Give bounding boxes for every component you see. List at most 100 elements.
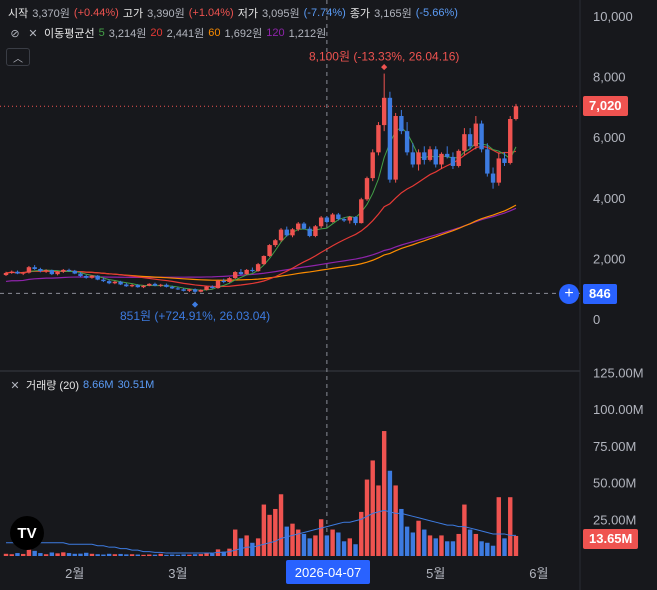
price-tick-label: 6,000 bbox=[593, 130, 626, 145]
candle-body bbox=[175, 288, 181, 290]
volume-value-2: 30.51M bbox=[117, 379, 155, 391]
high-annotation: 8,100원 (-13.33%, 26.04.16) bbox=[309, 50, 459, 64]
candle-body bbox=[416, 152, 421, 165]
volume-bar bbox=[267, 514, 272, 556]
candle-body bbox=[118, 281, 123, 285]
volume-bar bbox=[387, 470, 393, 556]
low-marker: ⬥ bbox=[192, 299, 199, 309]
price-tick-label: 8,000 bbox=[593, 70, 626, 85]
high-label: 고가 bbox=[122, 8, 144, 20]
volume-bar bbox=[485, 542, 490, 556]
volume-tick-label: 50.00M bbox=[593, 476, 636, 491]
candle-body bbox=[3, 272, 9, 276]
candle-body bbox=[341, 219, 347, 221]
candle-body bbox=[78, 273, 83, 276]
candle-body bbox=[410, 152, 416, 165]
volume-bar bbox=[9, 554, 14, 556]
volume-bar bbox=[473, 533, 479, 556]
volume-bar bbox=[164, 554, 169, 556]
plus-icon: + bbox=[564, 285, 574, 302]
candle-body bbox=[290, 229, 295, 236]
candle-body bbox=[473, 123, 479, 147]
volume-bar bbox=[152, 554, 158, 556]
close-icon[interactable]: ✕ bbox=[28, 27, 38, 40]
candle-body bbox=[204, 286, 209, 290]
candle-body bbox=[158, 284, 163, 286]
volume-bar bbox=[353, 544, 358, 556]
ma120-period: 120 bbox=[266, 27, 285, 39]
candle-body bbox=[370, 152, 375, 179]
volume-bar bbox=[422, 529, 427, 556]
volume-bar bbox=[381, 431, 387, 556]
volume-bar bbox=[416, 520, 421, 556]
low-change: (-7.74%) bbox=[303, 7, 346, 19]
volume-bar bbox=[284, 526, 289, 556]
candle-body bbox=[95, 275, 100, 280]
volume-bar bbox=[508, 497, 513, 556]
ma60-value: 1,692원 bbox=[224, 28, 263, 40]
volume-bar bbox=[187, 554, 192, 556]
candle-body bbox=[135, 285, 140, 288]
open-change: (+0.44%) bbox=[73, 7, 119, 19]
candle-body bbox=[164, 284, 169, 287]
candle-body bbox=[49, 270, 55, 275]
volume-bar bbox=[393, 485, 398, 556]
volume-bar bbox=[233, 529, 238, 556]
volume-bar bbox=[347, 538, 352, 556]
volume-bar bbox=[95, 554, 100, 556]
close-icon[interactable]: ✕ bbox=[10, 379, 20, 392]
candle-body bbox=[43, 270, 49, 272]
volume-value-1: 8.66M bbox=[82, 379, 114, 391]
candle-body bbox=[485, 149, 490, 174]
candle-body bbox=[336, 214, 341, 220]
candle-body bbox=[106, 281, 112, 284]
candle-body bbox=[353, 216, 358, 224]
volume-bar bbox=[106, 553, 112, 556]
volume-bar bbox=[273, 508, 278, 556]
candle-body bbox=[15, 271, 20, 274]
volume-tick-label: 25.00M bbox=[593, 512, 636, 527]
volume-bar bbox=[399, 508, 404, 556]
volume-bar bbox=[336, 532, 341, 556]
candle-body bbox=[456, 150, 461, 166]
candle-body bbox=[192, 289, 198, 292]
volume-bar bbox=[427, 535, 433, 556]
candle-body bbox=[387, 97, 393, 180]
ohlc-legend: 시작 3,370원 (+0.44%) 고가 3,390원 (+1.04%) 저가… bbox=[8, 5, 458, 21]
x-tick-label: 5월 bbox=[426, 566, 445, 581]
candle-body bbox=[210, 286, 215, 289]
candle-body bbox=[422, 152, 427, 160]
volume-bar bbox=[49, 552, 55, 556]
ma5-period: 5 bbox=[98, 27, 105, 39]
eye-off-icon[interactable]: ⊘ bbox=[10, 27, 20, 40]
volume-bar bbox=[181, 554, 186, 556]
volume-bar bbox=[38, 553, 43, 556]
volume-bar bbox=[84, 552, 89, 556]
tradingview-logo[interactable]: TV bbox=[10, 516, 44, 550]
last-price-tag: 7,020 bbox=[583, 96, 628, 116]
candle-body bbox=[278, 229, 284, 241]
candle-body bbox=[227, 278, 232, 283]
volume-bar bbox=[456, 533, 461, 556]
collapse-legend-button[interactable]: ︿ bbox=[6, 48, 30, 66]
ma5-line bbox=[28, 126, 517, 291]
ma60-period: 60 bbox=[208, 27, 221, 39]
volume-ma-line bbox=[6, 509, 516, 554]
candle-body bbox=[301, 223, 307, 229]
volume-tick-label: 125.00M bbox=[593, 365, 644, 380]
volume-bar bbox=[32, 550, 37, 556]
volume-bar bbox=[502, 538, 507, 556]
candle-body bbox=[376, 125, 381, 153]
candle-body bbox=[187, 289, 192, 291]
volume-bar bbox=[61, 552, 66, 556]
volume-bar bbox=[445, 541, 450, 556]
candle-body bbox=[296, 223, 301, 230]
volume-bar bbox=[359, 511, 364, 556]
volume-bar bbox=[3, 553, 9, 556]
price-tick-label: 2,000 bbox=[593, 251, 626, 266]
volume-bar bbox=[238, 538, 244, 556]
add-alert-button[interactable]: + bbox=[559, 284, 579, 304]
high-value: 3,390원 bbox=[147, 8, 185, 20]
candle-body bbox=[502, 158, 507, 163]
